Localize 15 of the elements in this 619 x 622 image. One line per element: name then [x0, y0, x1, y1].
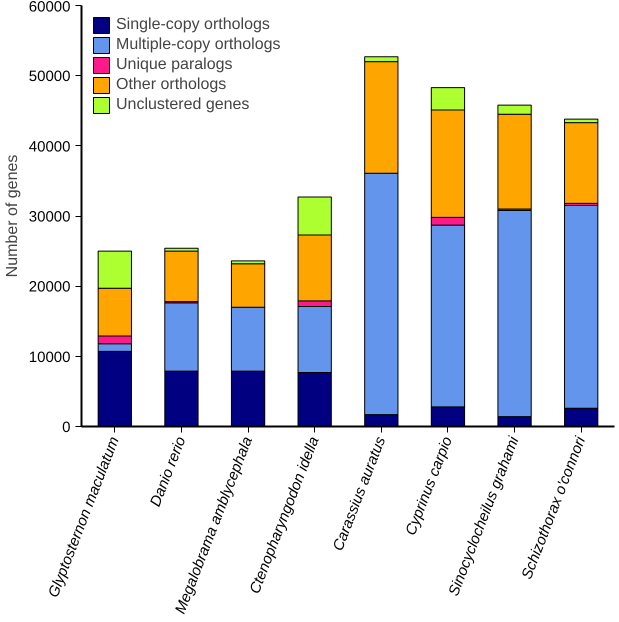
- y-tick-label: 30000: [28, 208, 71, 226]
- y-tick-label: 40000: [28, 138, 71, 156]
- x-tick-label: Danio rerio: [146, 434, 190, 509]
- y-tick-label: 10000: [28, 348, 71, 366]
- y-tick-label: 0: [62, 419, 70, 436]
- legend-label: Multiple-copy orthologs: [116, 35, 281, 55]
- y-tick-label: 60000: [28, 0, 71, 16]
- y-axis-title: Number of genes: [4, 154, 21, 278]
- y-tick-label: 50000: [28, 68, 71, 86]
- legend-label: Single-copy orthologs: [116, 15, 270, 35]
- y-tick-label: 20000: [28, 278, 71, 296]
- legend-label: Other orthologs: [116, 75, 226, 95]
- legend-label: Unique paralogs: [116, 55, 233, 75]
- bar: [564, 122, 598, 204]
- legend-label: Unclustered genes: [116, 95, 250, 115]
